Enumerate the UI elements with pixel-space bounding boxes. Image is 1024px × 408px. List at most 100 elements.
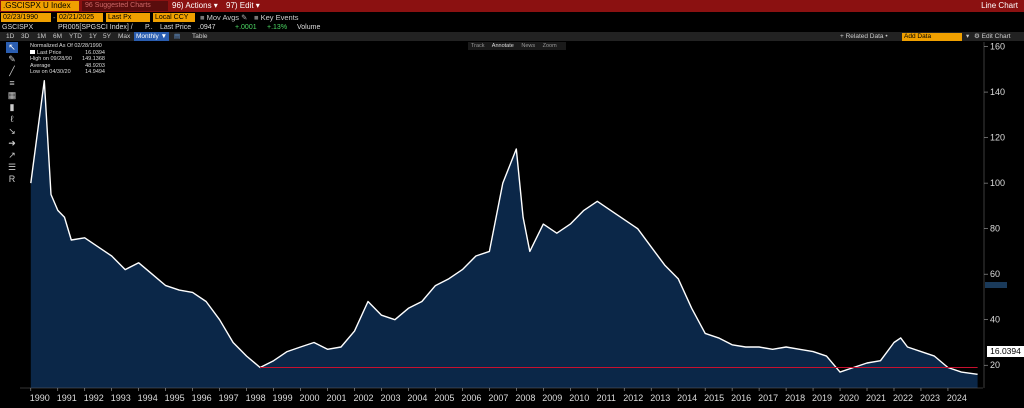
x-tick-label: 2021 bbox=[866, 393, 886, 403]
x-tick-label: 1998 bbox=[246, 393, 266, 403]
bars-icon[interactable]: ▮ bbox=[9, 102, 15, 112]
x-tick-label: 1993 bbox=[111, 393, 131, 403]
legend-swatch bbox=[30, 50, 35, 55]
add-data-field[interactable]: Add Data bbox=[902, 32, 962, 41]
x-tick-label: 2023 bbox=[920, 393, 940, 403]
end-date-field[interactable]: 02/21/2025 bbox=[57, 13, 103, 22]
period-max[interactable]: Max bbox=[118, 33, 131, 40]
x-tick-label: 2005 bbox=[434, 393, 454, 403]
mov-avgs-toggle[interactable]: ■ Mov Avgs ✎ bbox=[200, 13, 248, 22]
change-value: +.0001 bbox=[235, 24, 257, 31]
x-tick-label: 1997 bbox=[219, 393, 239, 403]
controls-row: 02/23/1990 - 02/21/2025 Last Px Local CC… bbox=[0, 12, 1024, 23]
x-tick-label: 2017 bbox=[758, 393, 778, 403]
secondary-axis-marker bbox=[985, 282, 1007, 288]
table-button[interactable]: Table bbox=[192, 33, 208, 40]
currency-select[interactable]: Local CCY bbox=[153, 13, 195, 22]
pct-change-value: +.13% bbox=[267, 24, 288, 31]
series-line bbox=[30, 79, 978, 375]
y-tick-label: 20 bbox=[990, 360, 1000, 370]
x-tick-label: 2016 bbox=[731, 393, 751, 403]
period-3d[interactable]: 3D bbox=[21, 33, 30, 40]
x-tick-label: 2024 bbox=[947, 393, 967, 403]
x-tick-label: 2010 bbox=[569, 393, 589, 403]
period-1y[interactable]: 1Y bbox=[89, 33, 97, 40]
related-data-button[interactable]: + Related Data • bbox=[840, 33, 888, 40]
drawing-toolbar: ↖ ✎ ╱ ≡ ▦ ▮ ℓ ↘ ➜ ↗ ☰ R bbox=[6, 42, 20, 186]
series-area bbox=[30, 80, 978, 388]
period-1m[interactable]: 1M bbox=[37, 33, 47, 40]
x-tick-label: 2008 bbox=[515, 393, 535, 403]
x-tick-label: 1995 bbox=[165, 393, 185, 403]
x-tick-label: 2003 bbox=[380, 393, 400, 403]
dropdown-icon[interactable]: ▾ bbox=[966, 33, 970, 40]
title-bar: .GSCISPX U Index 96 Suggested Charts 96)… bbox=[0, 0, 1024, 12]
mode-bar: Track Annotate News Zoom bbox=[468, 42, 566, 50]
period-6m[interactable]: 6M bbox=[53, 33, 63, 40]
y-tick-label: 80 bbox=[990, 224, 1000, 234]
period-ytd[interactable]: YTD bbox=[69, 33, 82, 40]
y-tick-label: 160 bbox=[990, 42, 1005, 52]
start-date-field[interactable]: 02/23/1990 bbox=[1, 13, 51, 22]
legend-row: Low on 04/30/20 14.9494 bbox=[30, 69, 105, 75]
x-tick-label: 2020 bbox=[839, 393, 859, 403]
legend-row: Last Price 16.0394 bbox=[30, 50, 105, 57]
channel-icon[interactable]: ▦ bbox=[7, 90, 17, 100]
y-tick-label: 100 bbox=[990, 178, 1005, 188]
arrow-icon[interactable]: ↘ bbox=[8, 126, 16, 136]
y-tick-label: 120 bbox=[990, 133, 1005, 143]
x-tick-label: 1990 bbox=[30, 393, 50, 403]
x-tick-label: 2002 bbox=[353, 393, 373, 403]
mode-track[interactable]: Track bbox=[471, 43, 485, 49]
legend-row: High on 09/28/90 149.1368 bbox=[30, 56, 105, 62]
x-tick-label: 2007 bbox=[488, 393, 508, 403]
x-tick-label: 2009 bbox=[542, 393, 562, 403]
key-events-toggle[interactable]: ■ Key Events bbox=[254, 13, 299, 22]
series-ticker: GSCISPX bbox=[2, 24, 34, 31]
x-tick-label: 2011 bbox=[597, 393, 616, 403]
mode-zoom[interactable]: Zoom bbox=[542, 43, 557, 49]
fibonacci-icon[interactable]: ≡ bbox=[9, 78, 15, 88]
x-tick-label: 1994 bbox=[138, 393, 158, 403]
field-select[interactable]: Last Px bbox=[106, 13, 150, 22]
last-price-label: Last Price bbox=[160, 24, 192, 31]
mode-annotate[interactable]: Annotate bbox=[491, 43, 514, 49]
x-tick-label: 2019 bbox=[812, 393, 832, 403]
series-info-row: GSCISPX PR005[SPGSCI Index] / P.. Last P… bbox=[0, 23, 1024, 32]
mode-news[interactable]: News bbox=[521, 43, 536, 49]
legend: Normalized As Of 02/28/1990 Last Price 16… bbox=[30, 43, 105, 76]
legend-row: Average 48.9203 bbox=[30, 62, 105, 69]
x-tick-label: 2006 bbox=[461, 393, 481, 403]
x-tick-label: 1999 bbox=[273, 393, 293, 403]
cursor-icon[interactable]: ↖ bbox=[6, 42, 18, 53]
text-icon[interactable]: ℓ bbox=[10, 114, 14, 124]
y-tick-label: 40 bbox=[990, 315, 1000, 325]
layers-icon[interactable]: ☰ bbox=[7, 162, 17, 172]
edit-chart-button[interactable]: ⚙ Edit Chart bbox=[974, 33, 1011, 40]
x-tick-label: 2012 bbox=[623, 393, 643, 403]
ticker-field[interactable]: .GSCISPX U Index bbox=[1, 1, 79, 11]
chart-type-icon[interactable]: ▤ bbox=[174, 33, 181, 40]
trend-icon[interactable]: ↗ bbox=[8, 150, 16, 160]
last-value-label: 16.0394 bbox=[987, 346, 1024, 357]
edit-menu[interactable]: 97) Edit ▾ bbox=[226, 1, 260, 10]
y-tick-label: 60 bbox=[990, 269, 1000, 279]
x-tick-label: 2001 bbox=[326, 393, 346, 403]
frequency-select[interactable]: Monthly ▼ bbox=[134, 32, 169, 41]
y-tick-label: 140 bbox=[990, 87, 1005, 97]
period-5y[interactable]: 5Y bbox=[103, 33, 111, 40]
suggested-charts[interactable]: 96 Suggested Charts bbox=[82, 1, 168, 11]
series-desc: PR005[SPGSCI Index] / bbox=[58, 24, 133, 31]
x-tick-label: 2000 bbox=[300, 393, 320, 403]
reset-icon[interactable]: R bbox=[8, 174, 16, 184]
x-tick-label: 1996 bbox=[192, 393, 212, 403]
line-tool-icon[interactable]: ╱ bbox=[9, 66, 15, 76]
segment-icon[interactable]: ➜ bbox=[8, 138, 16, 148]
date-separator: - bbox=[53, 13, 56, 22]
x-tick-label: 1992 bbox=[84, 393, 104, 403]
period-1d[interactable]: 1D bbox=[6, 33, 15, 40]
x-tick-label: 2014 bbox=[677, 393, 697, 403]
pen-icon[interactable]: ✎ bbox=[8, 54, 16, 64]
actions-menu[interactable]: 96) Actions ▾ bbox=[172, 1, 218, 10]
